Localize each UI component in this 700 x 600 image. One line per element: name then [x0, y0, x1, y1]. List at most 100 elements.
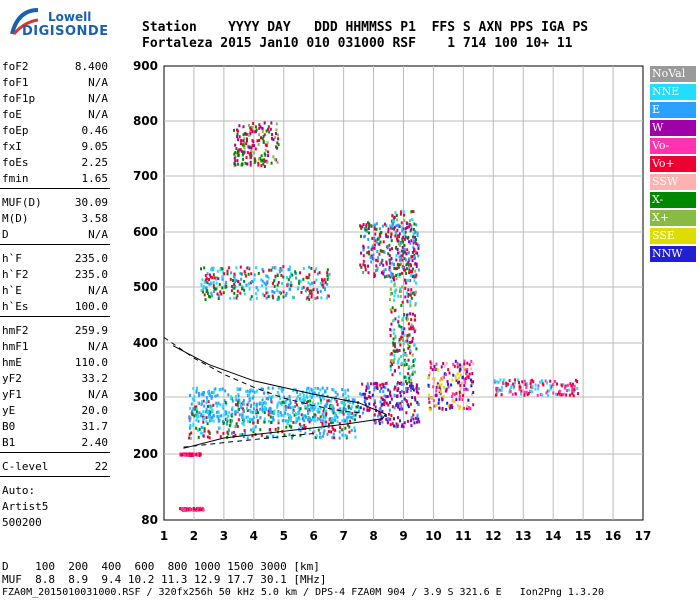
echo-point	[412, 241, 415, 245]
echo-point	[366, 382, 369, 386]
echo-point	[415, 416, 418, 420]
echo-point	[206, 399, 209, 403]
param-value: N/A	[88, 340, 108, 353]
echo-point	[316, 418, 319, 422]
echo-point	[318, 410, 321, 414]
echo-point	[248, 267, 251, 271]
echo-point	[257, 411, 260, 415]
echo-point	[392, 318, 395, 322]
echo-point	[380, 249, 383, 253]
echo-point	[529, 389, 532, 393]
echo-point	[196, 415, 199, 419]
echo-point	[364, 392, 367, 396]
echo-point	[312, 401, 315, 405]
echo-point	[324, 420, 327, 424]
x-tick-label: 16	[605, 529, 622, 543]
echo-point	[395, 422, 398, 426]
echo-point	[246, 162, 249, 166]
echo-point	[276, 402, 279, 406]
echo-point	[264, 153, 267, 157]
echo-point	[241, 287, 244, 291]
echo-point	[308, 390, 311, 394]
echo-point	[346, 388, 349, 392]
echo-point	[307, 418, 310, 422]
echo-point	[260, 278, 263, 282]
echo-point	[514, 392, 517, 396]
echo-point	[214, 387, 217, 391]
param-name: h`Es	[2, 300, 29, 313]
echo-point	[284, 293, 287, 297]
echo-point	[410, 296, 413, 300]
echo-point	[331, 436, 334, 440]
echo-point	[364, 268, 367, 272]
echo-point	[288, 433, 291, 437]
echo-point	[205, 290, 208, 294]
echo-point	[406, 236, 409, 240]
echo-point	[412, 385, 415, 389]
echo-point	[494, 393, 497, 397]
echo-point	[400, 325, 403, 329]
echo-point	[383, 222, 386, 226]
echo-point	[406, 252, 409, 256]
echo-point	[300, 290, 303, 294]
echo-point	[399, 343, 402, 347]
echo-point	[195, 389, 198, 393]
echo-point	[390, 310, 393, 314]
echo-point	[409, 273, 412, 277]
echo-point	[327, 430, 330, 434]
echo-point	[234, 412, 237, 416]
echo-point	[215, 281, 218, 285]
echo-point	[433, 367, 436, 371]
echo-point	[292, 406, 295, 410]
echo-point	[197, 401, 200, 405]
echo-point	[390, 413, 393, 417]
echo-point	[260, 158, 263, 162]
echo-point	[391, 222, 394, 226]
echo-point	[298, 281, 301, 285]
echo-point	[235, 422, 238, 426]
echo-point	[401, 240, 404, 244]
echo-point	[465, 387, 468, 391]
echo-point	[277, 280, 280, 284]
echo-point	[273, 290, 276, 294]
echo-point	[326, 386, 329, 390]
echo-point	[323, 288, 326, 292]
echo-point	[232, 296, 235, 300]
echo-point	[363, 235, 366, 239]
echo-point	[544, 379, 547, 383]
echo-point	[536, 393, 539, 397]
echo-point	[222, 406, 225, 410]
echo-point	[413, 239, 416, 243]
echo-point	[549, 379, 552, 383]
echo-point	[401, 228, 404, 232]
echo-point	[281, 389, 284, 393]
echo-point	[316, 272, 319, 276]
echo-point	[263, 420, 266, 424]
echo-point	[397, 320, 400, 324]
echo-point	[393, 417, 396, 421]
echo-point	[429, 366, 432, 370]
echo-point	[407, 292, 410, 296]
echo-point	[269, 411, 272, 415]
echo-point	[219, 290, 222, 294]
echo-point	[534, 383, 537, 387]
echo-point	[239, 265, 242, 269]
echo-point	[260, 401, 263, 405]
echo-point	[226, 269, 229, 273]
echo-point	[406, 334, 409, 338]
echo-point	[258, 156, 261, 160]
echo-point	[272, 281, 275, 285]
echo-point	[276, 283, 279, 287]
echo-point	[228, 411, 231, 415]
param-name: hmE	[2, 356, 22, 369]
param-name: hmF1	[2, 340, 29, 353]
echo-point	[404, 295, 407, 299]
echo-point	[213, 276, 216, 280]
echo-point	[410, 227, 413, 231]
echo-point	[542, 383, 545, 387]
echo-point	[452, 373, 455, 377]
param-value: 2.40	[81, 436, 109, 449]
echo-point	[251, 280, 254, 284]
echo-point	[394, 267, 397, 271]
echo-point	[409, 241, 412, 245]
